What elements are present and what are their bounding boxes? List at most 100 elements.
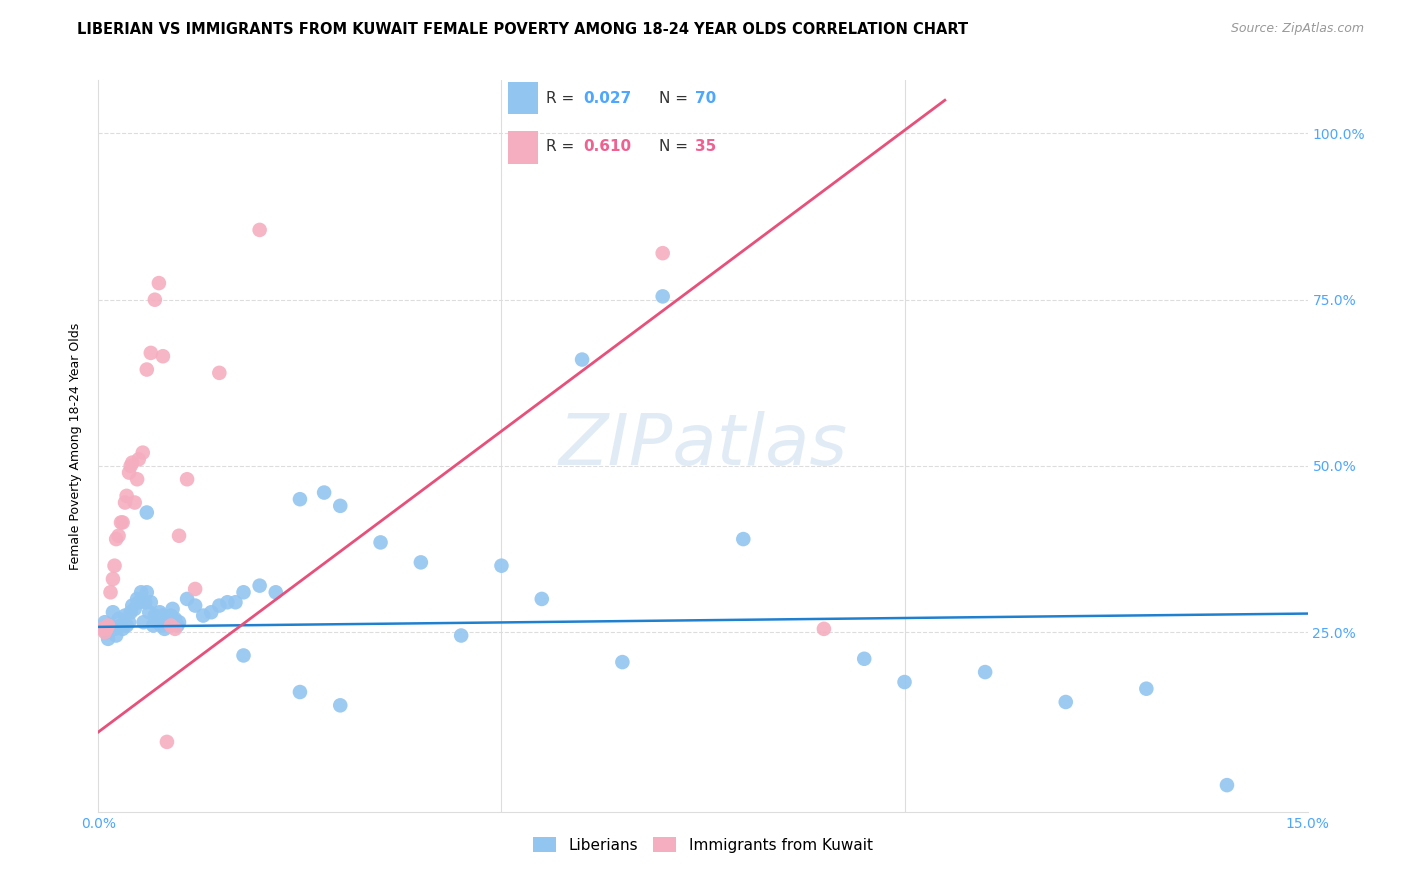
Point [264,585,287,599]
FancyBboxPatch shape [508,82,537,114]
Point [163,612,186,626]
Point [115,489,138,503]
Point [111,622,134,636]
Point [100,585,122,599]
Point [114,495,136,509]
Point [193,608,215,623]
Point [249,579,271,593]
Point [135,362,157,376]
Point [149,605,172,619]
Point [100,618,122,632]
Point [491,558,513,573]
Point [94,625,117,640]
Point [129,585,152,599]
Point [167,615,190,630]
Point [157,615,180,630]
Point [176,472,198,486]
Point [124,602,146,616]
Point [184,599,207,613]
Point [612,655,634,669]
Point [132,615,155,630]
Text: 35: 35 [696,139,717,154]
Point [733,532,755,546]
Point [893,675,915,690]
Point [143,293,166,307]
Point [128,452,150,467]
Point [134,595,156,609]
Legend: Liberians, Immigrants from Kuwait: Liberians, Immigrants from Kuwait [527,831,879,859]
Point [97,632,120,646]
Point [127,472,149,486]
Point [1054,695,1077,709]
Point [97,618,120,632]
Point [163,622,186,636]
FancyBboxPatch shape [508,131,537,163]
Point [329,698,352,713]
Point [120,458,142,473]
Point [115,618,138,632]
Point [107,612,129,626]
Point [314,485,336,500]
Point [114,608,136,623]
Text: N =: N = [658,91,692,106]
Point [450,628,472,642]
Text: 0.610: 0.610 [583,139,631,154]
Point [530,591,553,606]
Point [103,622,125,636]
Point [232,585,254,599]
Point [118,615,141,630]
Point [160,618,183,632]
Point [139,595,162,609]
Point [142,618,165,632]
Point [132,445,155,459]
Point [571,352,593,367]
Point [150,618,173,632]
Text: LIBERIAN VS IMMIGRANTS FROM KUWAIT FEMALE POVERTY AMONG 18-24 YEAR OLDS CORRELAT: LIBERIAN VS IMMIGRANTS FROM KUWAIT FEMAL… [77,22,969,37]
Point [152,608,174,623]
Point [96,625,118,640]
Point [103,558,125,573]
Text: R =: R = [547,139,579,154]
Point [153,622,176,636]
Point [94,615,117,630]
Point [127,591,149,606]
Point [121,456,143,470]
Point [208,599,231,613]
Point [200,605,222,619]
Point [176,591,198,606]
Point [148,276,170,290]
Y-axis label: Female Poverty Among 18-24 Year Olds: Female Poverty Among 18-24 Year Olds [69,322,83,570]
Point [217,595,239,609]
Point [105,628,128,642]
Point [232,648,254,663]
Point [409,555,432,569]
Point [110,516,132,530]
Point [146,615,169,630]
Point [249,223,271,237]
Point [162,602,184,616]
Point [853,652,876,666]
Point [813,622,835,636]
Point [370,535,392,549]
Text: ZIPatlas: ZIPatlas [558,411,848,481]
Point [160,608,183,623]
Point [107,529,129,543]
Point [184,582,207,596]
Point [288,685,311,699]
Point [152,349,174,363]
Point [166,618,188,632]
Point [91,622,114,636]
Point [120,605,142,619]
Point [224,595,246,609]
Point [139,346,162,360]
Point [124,495,146,509]
Point [167,529,190,543]
Text: 70: 70 [696,91,717,106]
Point [101,572,124,586]
Text: Source: ZipAtlas.com: Source: ZipAtlas.com [1230,22,1364,36]
Point [135,506,157,520]
Text: N =: N = [658,139,692,154]
Text: 0.027: 0.027 [583,91,631,106]
Point [118,466,141,480]
Point [1135,681,1157,696]
